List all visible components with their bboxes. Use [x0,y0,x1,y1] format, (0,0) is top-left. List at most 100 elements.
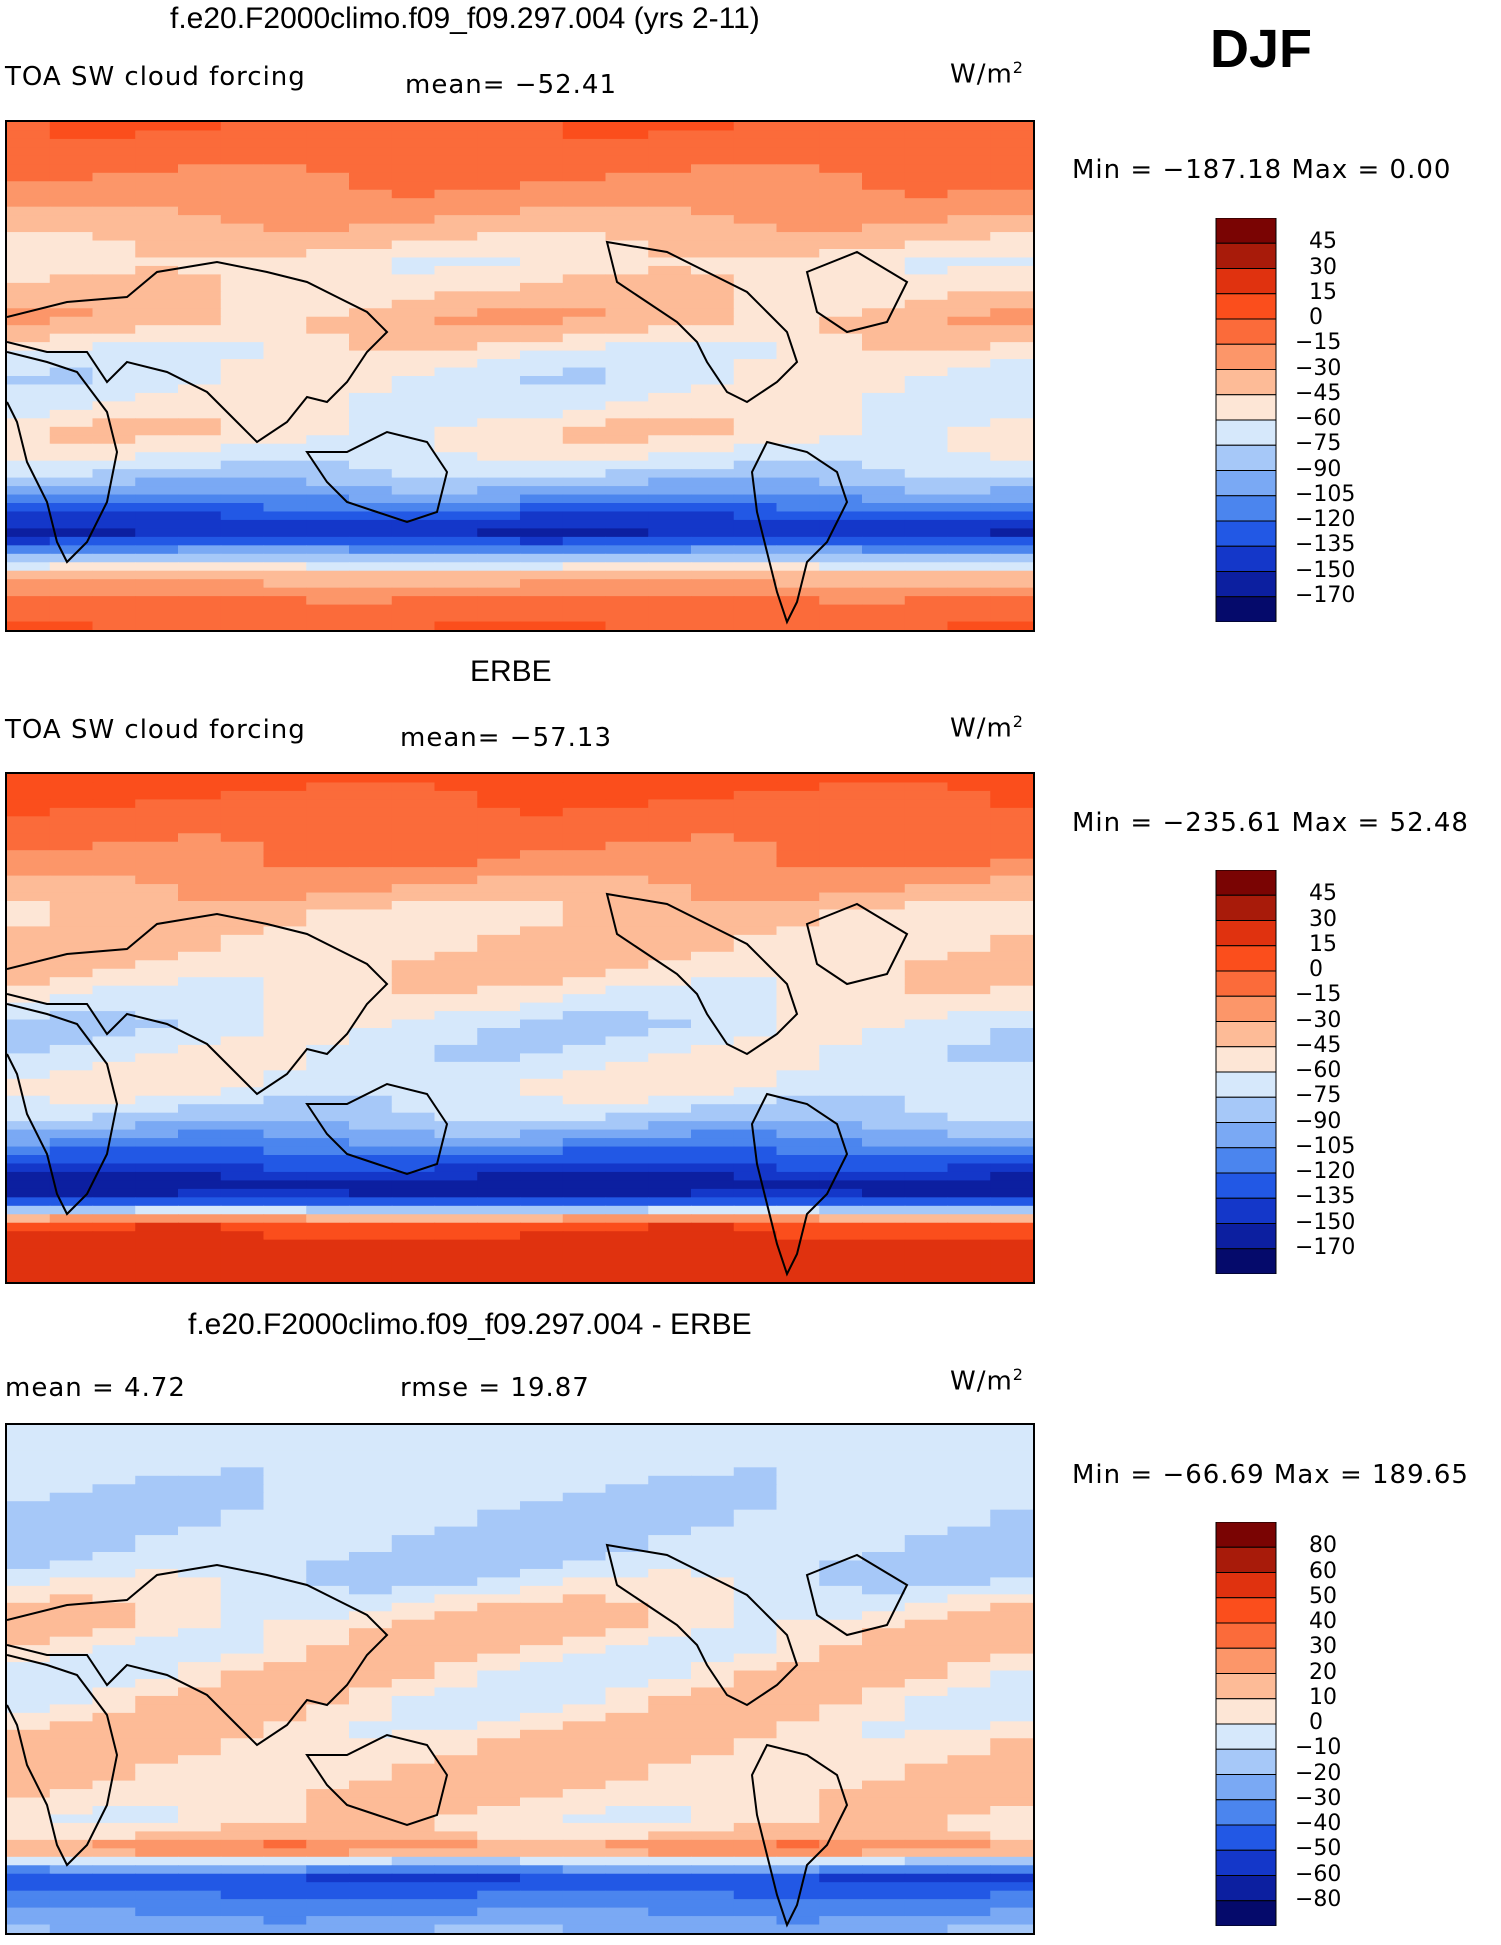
map-cell [947,1679,991,1689]
map-cell [434,1806,478,1816]
map-cell [776,164,820,174]
map-cell [691,1712,735,1722]
map-cell [947,342,991,352]
map-cell [92,545,136,555]
map-cell [178,1019,222,1029]
map-cell [691,1002,735,1012]
map-cell [92,774,136,784]
map-cell [947,1924,991,1933]
map-cell [520,884,564,894]
map-cell [990,1526,1033,1536]
map-cell [92,181,136,191]
map-cell [220,1839,265,1849]
map-cell [862,884,906,894]
map-cell [691,215,735,225]
map-cell [178,435,222,445]
map-cell [477,1019,521,1029]
map-cell [605,511,649,521]
map-cell [135,1729,179,1739]
map-cell [648,1619,692,1629]
map-cell [263,1011,307,1021]
map-cell [349,1188,393,1198]
map-cell [733,816,778,826]
map-cell [477,1594,521,1604]
map-cell [306,308,350,318]
map-cell [733,926,778,936]
map-cell [178,426,222,436]
map-cell [92,782,136,792]
map-cell [862,274,906,284]
map-cell [306,1425,350,1435]
map-cell [990,774,1033,784]
map-cell [220,875,265,885]
map-cell [862,316,906,326]
map-cell [178,1712,222,1722]
map-cell [776,223,820,233]
map-cell [990,486,1033,496]
map-cell [947,553,991,563]
map-cell [92,1797,136,1807]
map-cell [135,833,179,843]
map-cell [990,342,1033,352]
map-cell [691,232,735,242]
map-cell [605,587,649,597]
map-cell [776,1138,820,1148]
map-cell [220,1552,265,1562]
map-cell [92,1180,136,1190]
map-cell [349,1526,393,1536]
map-cell [904,265,949,275]
map-cell [947,392,991,402]
map-cell [520,477,564,487]
map-cell [562,359,607,369]
map-cell [904,613,949,623]
map-cell [691,503,735,513]
map-cell [434,1780,478,1790]
colorbar-tick-label: −150 [1295,1209,1356,1235]
map-cell [691,1163,735,1173]
map-cell [691,1899,735,1909]
map-cell [819,587,863,597]
map-cell [178,350,222,360]
map-cell [434,511,478,521]
map-cell [562,1197,607,1207]
map-cell [306,249,350,259]
map-cell [819,613,863,623]
map-cell [990,1645,1033,1655]
map-cell [691,1831,735,1841]
map-cell [220,1568,265,1578]
map-cell [434,477,478,487]
map-cell [391,426,436,436]
map-cell [306,799,350,809]
map-cell [819,1907,863,1917]
map-cell [49,1924,94,1933]
map-cell [520,240,564,250]
map-cell [904,1484,949,1494]
map-cell [391,977,436,987]
map-cell [135,291,179,301]
map-cell [49,985,94,995]
map-cell [862,1526,906,1536]
map-cell [263,1662,307,1672]
map-cell [306,1797,350,1807]
map-cell [904,892,949,902]
map-cell [819,1873,863,1883]
map-cell [648,1585,692,1595]
map-cell [349,1112,393,1122]
map-cell [220,477,265,487]
map-cell [990,469,1033,479]
map-cell [776,824,820,834]
map-cell [776,1011,820,1021]
map-cell [349,494,393,504]
map-cell [947,1806,991,1816]
map-cell [263,1890,307,1900]
map-cell [990,1780,1033,1790]
map-cell [605,1078,649,1088]
map-cell [434,1433,478,1443]
map-cell [92,943,136,953]
map-cell [306,138,350,148]
map-cell [648,257,692,267]
map-cell [349,1197,393,1207]
map-cell [349,1890,393,1900]
map-cell [92,1492,136,1502]
map-cell [135,240,179,250]
